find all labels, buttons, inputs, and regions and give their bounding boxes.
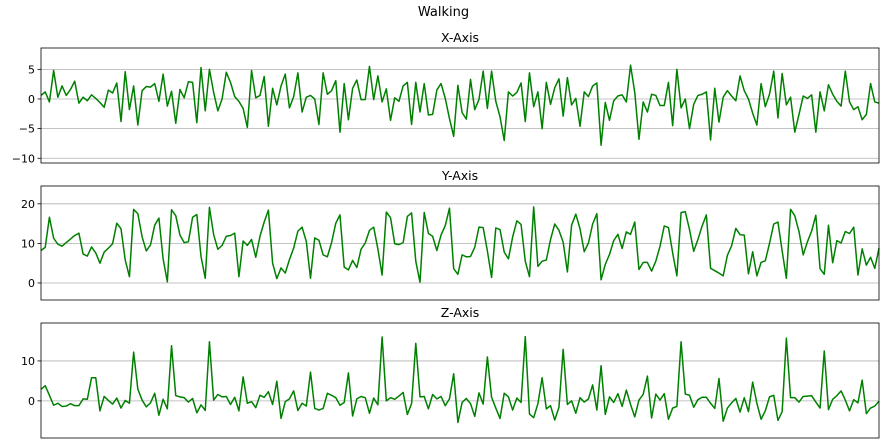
- z-axis-ytick-label-1: 0: [28, 395, 35, 408]
- z-axis-axes-frame: [40, 322, 880, 439]
- z-axis-ytick-label-0: 10: [21, 355, 35, 368]
- y-axis-axes-frame: [40, 185, 880, 301]
- y-axis-ytick-label-0: 20: [21, 198, 35, 211]
- x-axis-series-line-0: [40, 64, 880, 146]
- figure-title: Walking: [417, 5, 470, 20]
- y-axis-ytick-label-2: 0: [28, 277, 35, 290]
- x-axis-ytick-label-0: 5: [28, 63, 35, 76]
- x-axis-ytick-label-3: −10: [12, 152, 35, 165]
- y-axis-title: Y-Axis: [441, 168, 478, 183]
- x-axis-axes-frame: [40, 47, 880, 164]
- x-axis-ytick-label-1: 0: [28, 93, 35, 106]
- y-axis-series-line-0: [40, 206, 880, 283]
- x-axis-title: X-Axis: [441, 30, 479, 45]
- y-axis-ytick-label-1: 10: [21, 237, 35, 250]
- x-axis-ytick-label-2: −5: [19, 123, 35, 136]
- z-axis-series-line-0: [40, 335, 880, 424]
- z-axis-title: Z-Axis: [441, 305, 480, 320]
